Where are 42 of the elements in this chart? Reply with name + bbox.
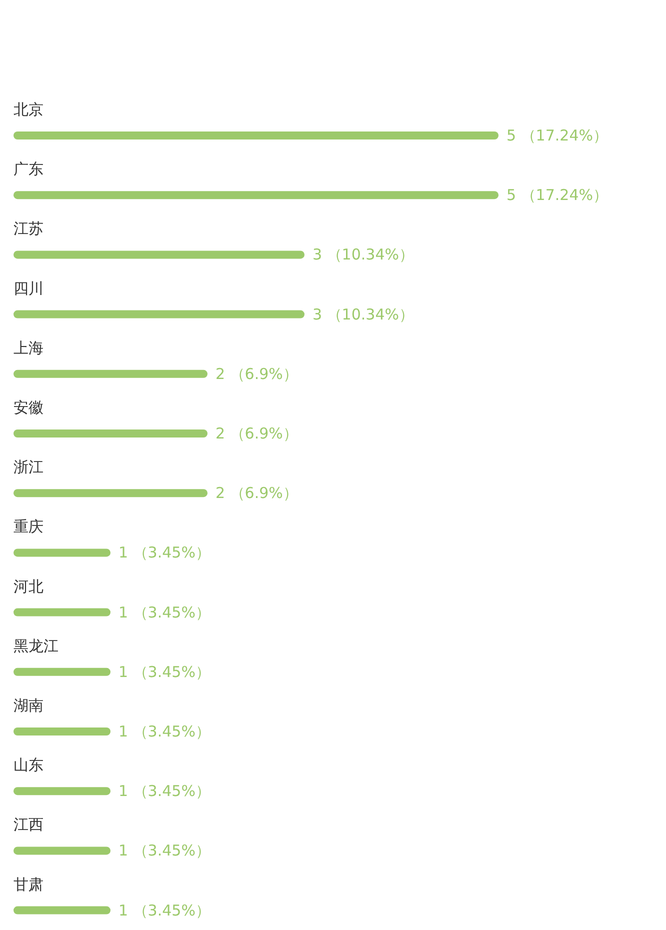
bar [14,668,110,676]
data-label: 3 （10.34%） [312,305,414,324]
data-label: 2 （6.9%） [216,364,298,383]
bar [14,191,498,200]
data-label: 3 （10.34%） [312,246,414,264]
data-label: 1 （3.45%） [118,544,210,562]
bar [14,310,304,318]
data-label: 2 （6.9%） [216,484,298,502]
data-label: 2 （6.9%） [216,424,298,442]
bar [14,846,110,855]
bar [14,132,498,140]
y-tick-label: 山东 [14,756,44,774]
data-label: 1 （3.45%） [118,722,210,740]
data-label: 5 （17.24%） [506,186,608,204]
bar [14,250,304,259]
data-label: 5 （17.24%） [506,126,608,144]
y-tick-label: 浙江 [14,458,44,476]
data-label: 1 （3.45%） [118,901,210,920]
data-label: 1 （3.45%） [118,662,210,681]
y-tick-label: 四川 [14,279,44,298]
data-label: 1 （3.45%） [118,782,210,800]
bar [14,787,110,796]
bar [14,548,110,557]
y-tick-label: 广东 [14,160,44,178]
bar [14,430,208,438]
y-tick-label: 黑龙江 [14,636,58,655]
y-tick-label: 湖南 [14,696,44,714]
y-tick-label: 安徽 [14,398,44,416]
y-tick-label: 重庆 [14,518,44,536]
bar [14,489,208,498]
data-label: 1 （3.45%） [118,842,210,860]
y-tick-label: 北京 [14,100,44,118]
data-label: 1 （3.45%） [118,603,210,622]
bar [14,370,208,378]
y-tick-label: 江西 [14,816,44,834]
bar [14,728,110,736]
bar [14,906,110,914]
y-tick-label: 上海 [14,338,44,357]
y-tick-label: 河北 [14,577,44,596]
bar [14,608,110,616]
y-tick-label: 江苏 [14,220,44,238]
y-tick-label: 甘肃 [14,875,44,894]
